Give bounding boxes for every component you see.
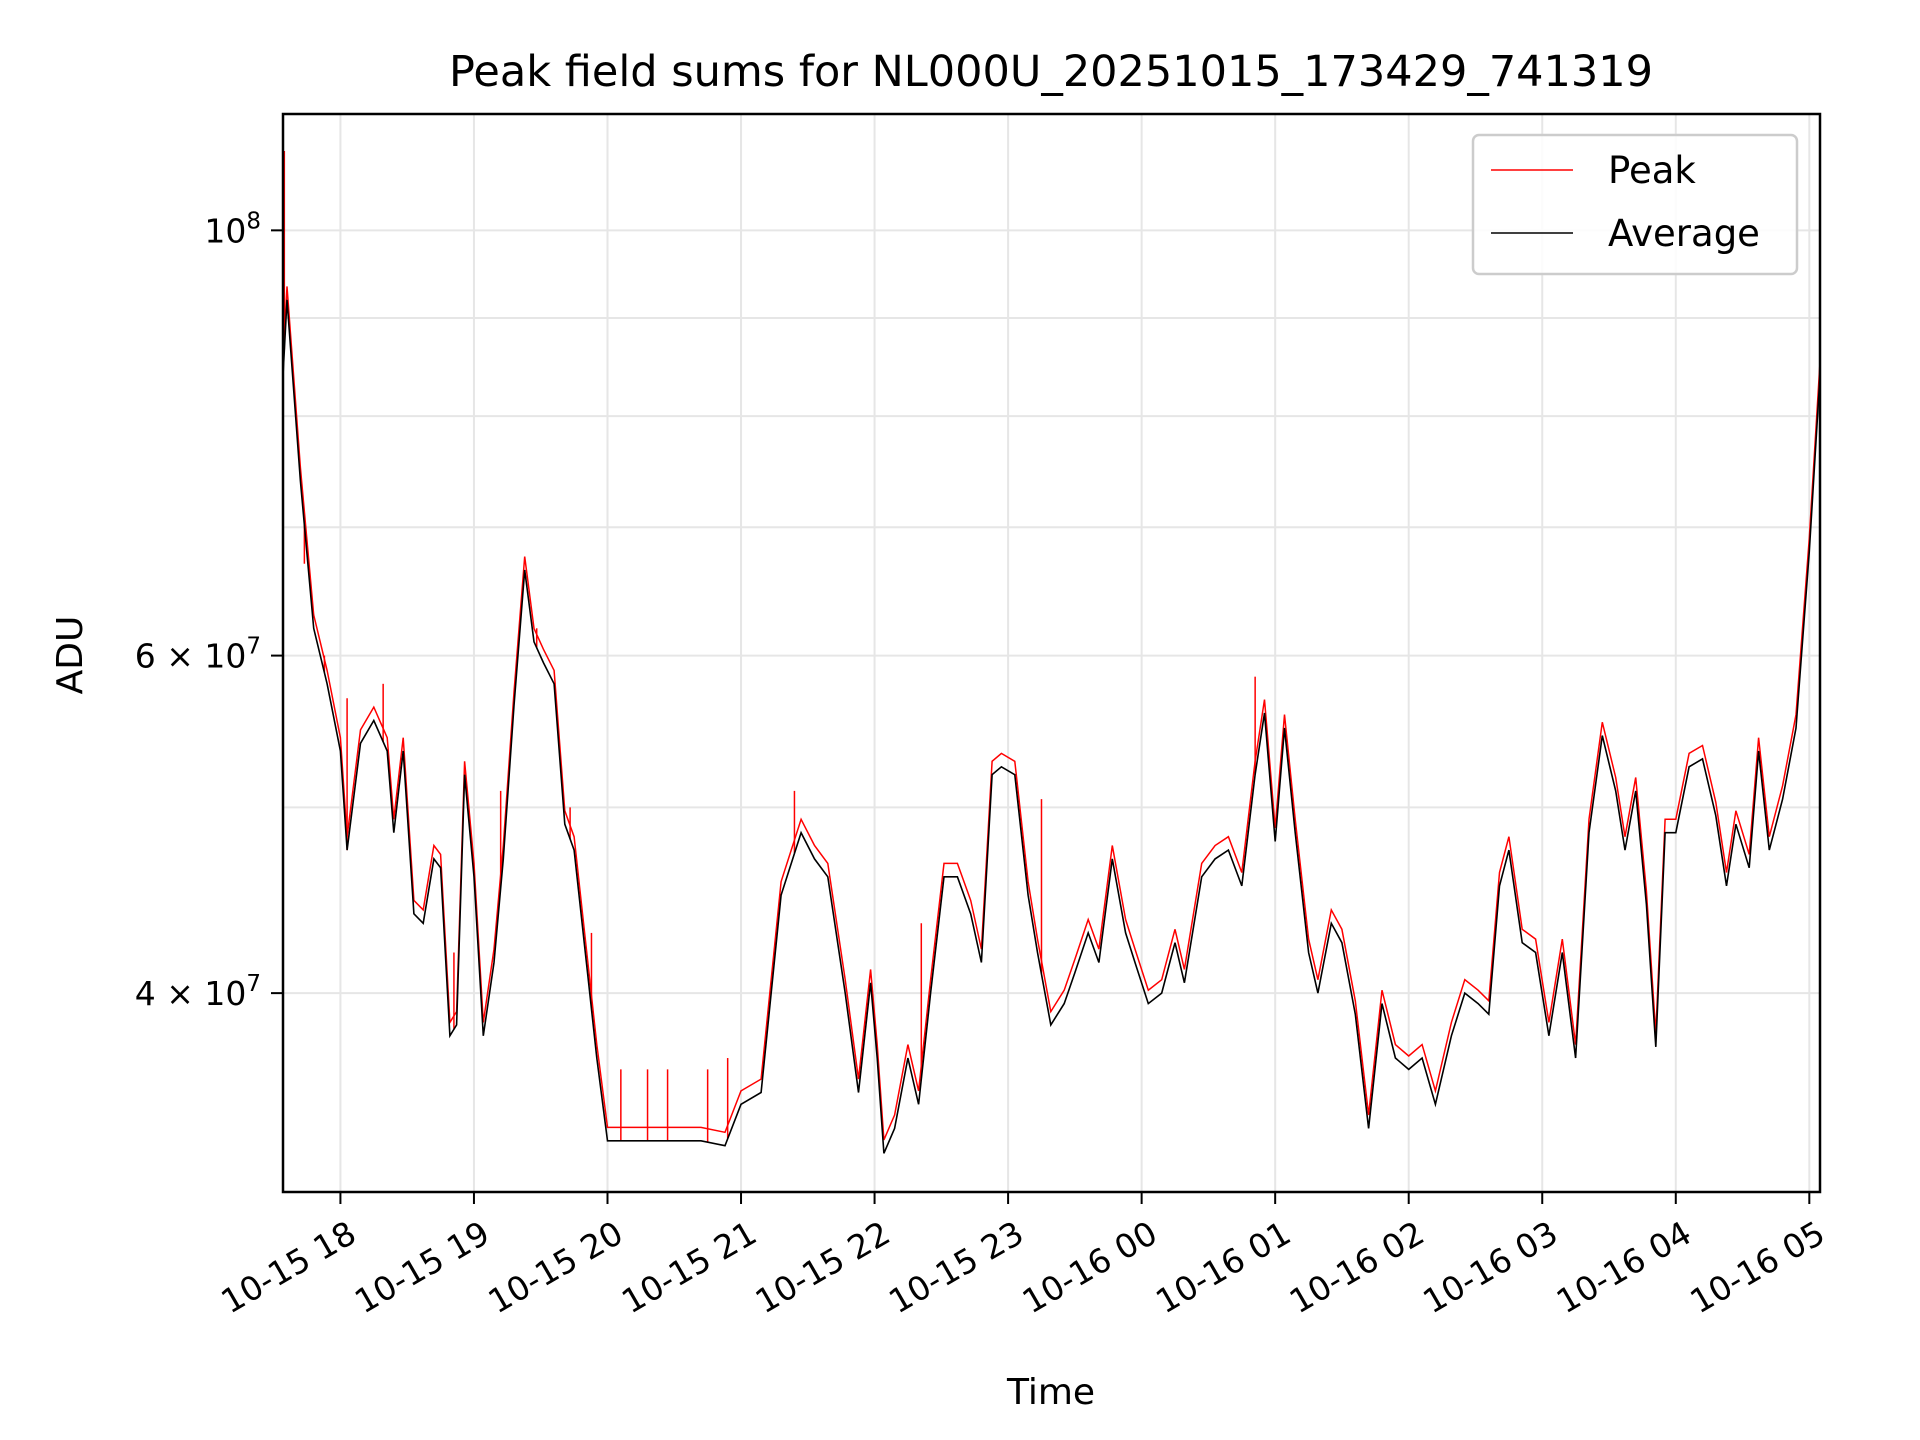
y-axis-label: ADU <box>50 616 91 695</box>
grid <box>283 114 1820 1192</box>
chart-title: Peak field sums for NL000U_20251015_1734… <box>449 47 1653 97</box>
legend: Peak Average <box>1471 133 1799 276</box>
y-tick-label: 4 × 107 <box>135 971 261 1013</box>
average-line <box>282 299 1821 1154</box>
legend-average-label: Average <box>1608 212 1760 255</box>
y-tick-label: 6 × 107 <box>135 634 261 676</box>
x-axis-label: Time <box>1006 1372 1095 1413</box>
legend-peak-label: Peak <box>1608 149 1696 192</box>
plot-frame <box>281 112 1822 1194</box>
series-average <box>282 299 1821 1154</box>
